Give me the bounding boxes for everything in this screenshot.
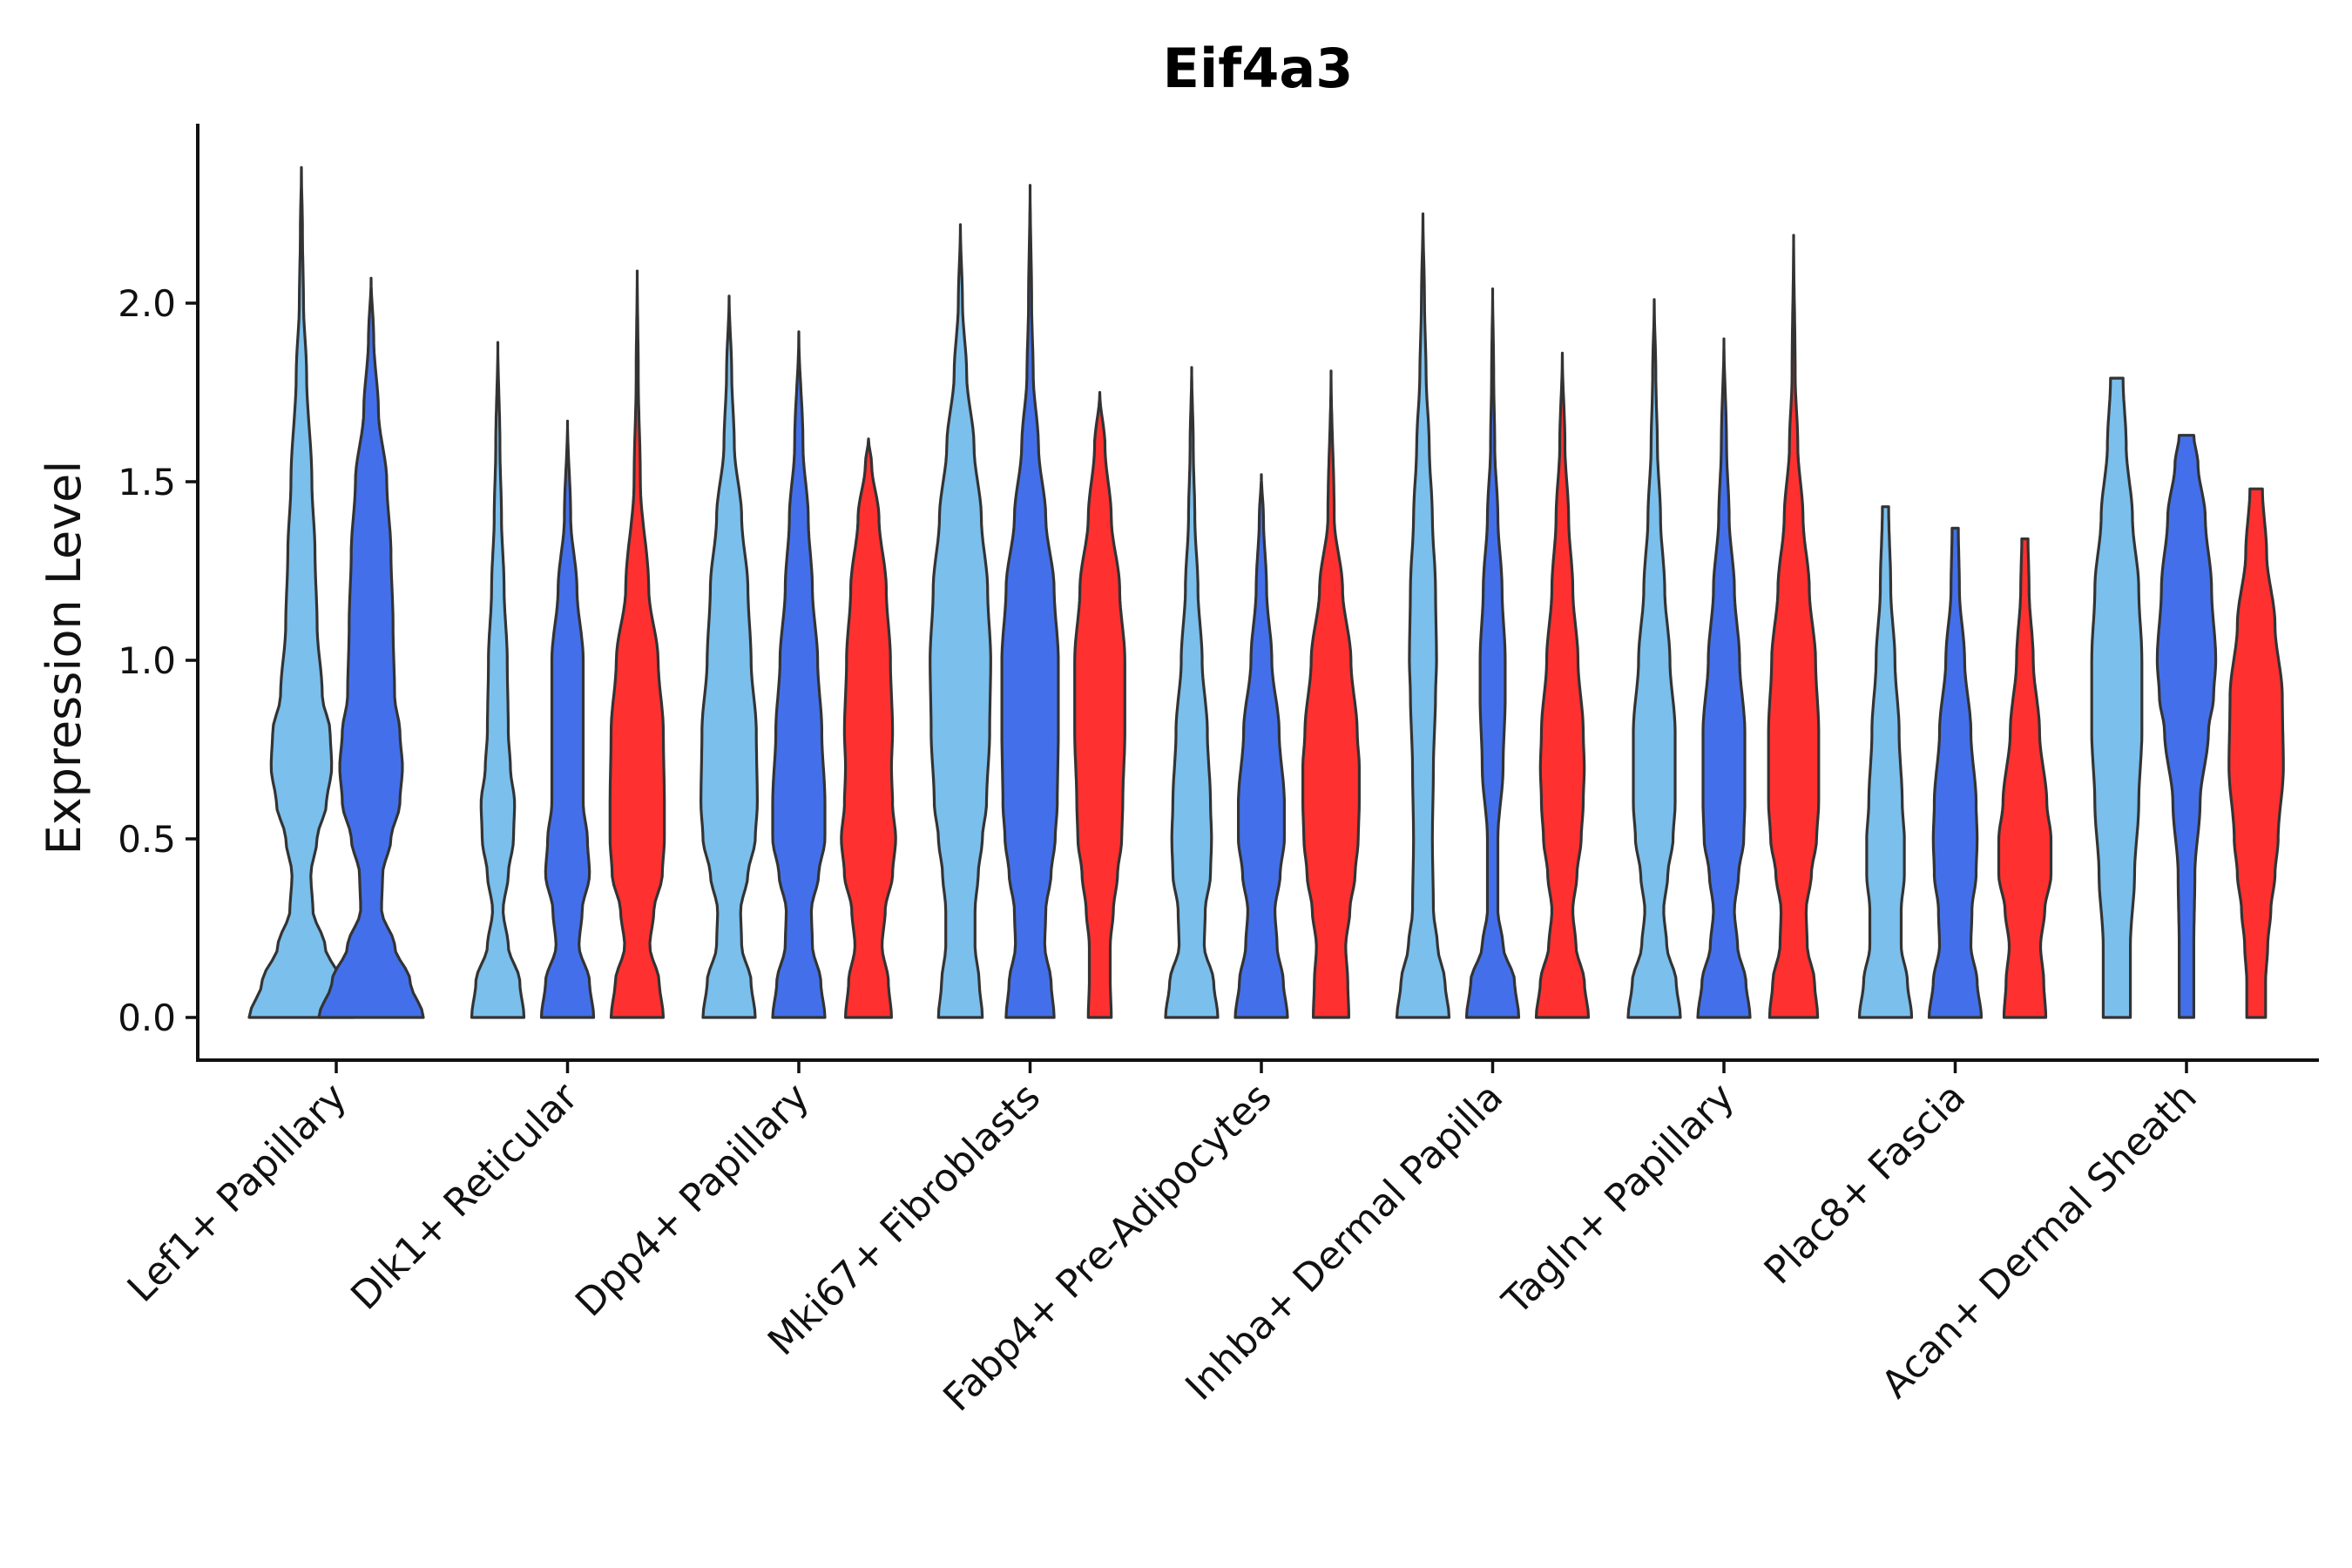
violin-7-blue [1696, 337, 1752, 1019]
violins-layer [247, 166, 2285, 1019]
violin-7-red [1767, 233, 1821, 1019]
x-category-label: Dlk1+ Reticular [342, 1074, 587, 1319]
y-axis-label: Expression Level [37, 461, 91, 855]
x-category-label: Plac8+ Fascia [1756, 1075, 1975, 1294]
violin-8-blue [1927, 526, 1984, 1019]
violin-3-red [840, 437, 897, 1019]
y-tick-label: 0.5 [118, 818, 176, 861]
violin-3-light-blue [700, 294, 759, 1019]
violin-8-light-blue [1857, 505, 1914, 1019]
y-tick-label: 1.0 [118, 639, 176, 682]
violin-8-red [1997, 537, 2053, 1019]
violin-6-red [1534, 351, 1591, 1019]
violin-4-light-blue [929, 223, 992, 1019]
violin-6-light-blue [1395, 212, 1451, 1019]
violin-5-blue [1233, 473, 1289, 1019]
violin-4-blue [1000, 184, 1060, 1019]
violin-1-light-blue [247, 166, 355, 1019]
violin-9-red [2227, 487, 2285, 1019]
violin-5-red [1301, 369, 1361, 1019]
violin-5-light-blue [1164, 366, 1220, 1019]
violin-2-blue [539, 419, 596, 1019]
x-category-label: Lef1+ Papillary [119, 1075, 355, 1311]
violin-3-blue [771, 330, 827, 1019]
violin-9-light-blue [2090, 376, 2144, 1019]
y-tick-label: 0.0 [118, 997, 176, 1039]
violin-7-light-blue [1626, 298, 1682, 1019]
violin-6-blue [1464, 287, 1521, 1019]
violin-2-light-blue [470, 341, 526, 1019]
violin-9-blue [2155, 434, 2218, 1019]
violin-1-blue [317, 276, 425, 1019]
violin-4-red [1073, 390, 1126, 1019]
axes-layer [196, 124, 2319, 1062]
y-tick-label: 2.0 [118, 282, 176, 325]
y-tick-label: 1.5 [118, 461, 176, 504]
x-category-label: Tagln+ Papillary [1494, 1075, 1743, 1324]
chart-title: Eif4a3 [1163, 37, 1354, 100]
x-category-label: Dpp4+ Papillary [567, 1075, 818, 1326]
violin-2-red [608, 269, 666, 1019]
